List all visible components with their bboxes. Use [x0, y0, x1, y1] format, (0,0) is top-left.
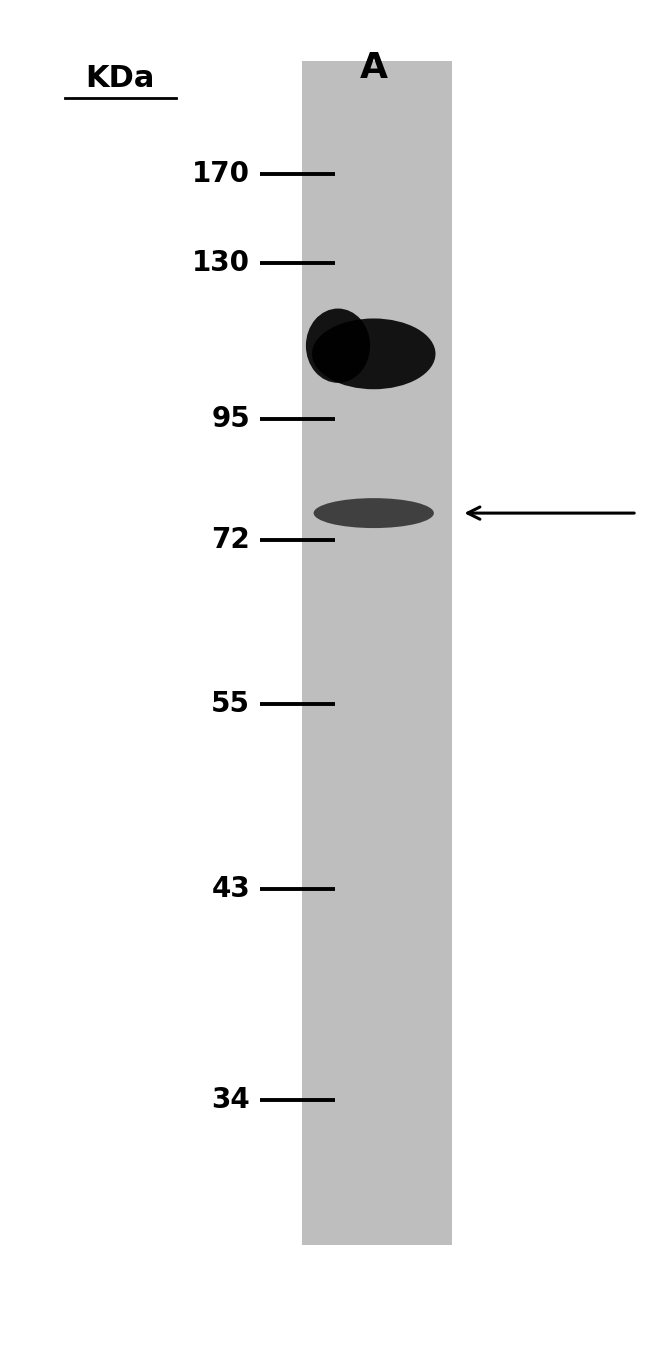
Text: 55: 55: [211, 690, 250, 717]
Text: KDa: KDa: [86, 64, 155, 94]
Text: A: A: [359, 52, 388, 84]
Ellipse shape: [312, 318, 436, 389]
Bar: [302, 61, 452, 1245]
Text: 95: 95: [211, 406, 250, 433]
Text: 170: 170: [192, 161, 250, 188]
Ellipse shape: [313, 498, 434, 528]
Text: 43: 43: [211, 875, 250, 902]
Text: 34: 34: [211, 1086, 250, 1113]
Ellipse shape: [306, 309, 370, 382]
Text: 72: 72: [211, 527, 250, 554]
Text: 130: 130: [192, 249, 250, 276]
